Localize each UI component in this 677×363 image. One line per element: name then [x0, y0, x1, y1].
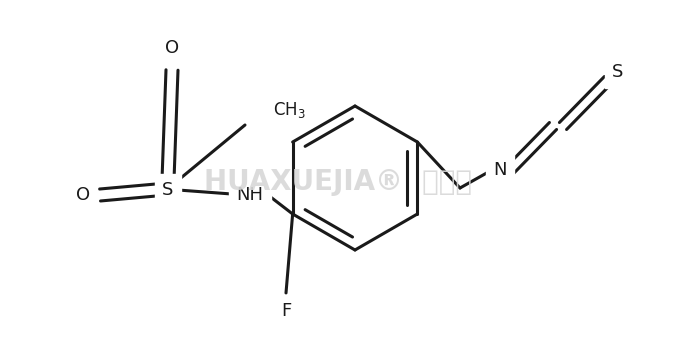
- Text: HUAXUEJIA®  化学加: HUAXUEJIA® 化学加: [204, 167, 473, 196]
- Text: NH: NH: [236, 186, 263, 204]
- Text: CH$_3$: CH$_3$: [273, 100, 306, 120]
- Text: F: F: [281, 302, 291, 320]
- Text: O: O: [165, 39, 179, 57]
- Text: S: S: [612, 63, 624, 81]
- Text: N: N: [494, 161, 507, 179]
- Text: O: O: [76, 186, 90, 204]
- Text: S: S: [162, 181, 174, 199]
